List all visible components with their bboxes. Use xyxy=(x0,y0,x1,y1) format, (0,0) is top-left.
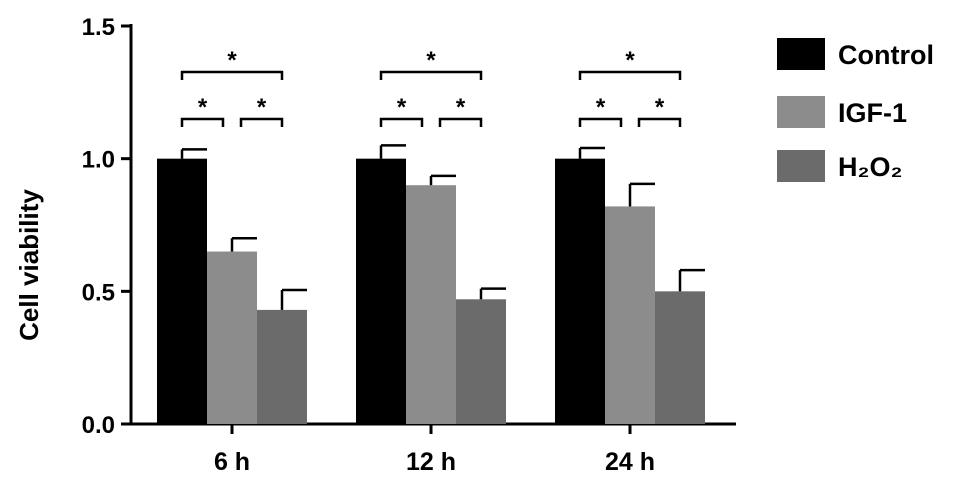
bar xyxy=(157,158,207,424)
significance-star: * xyxy=(397,94,407,121)
bar xyxy=(356,158,406,424)
y-tick-label: 1.0 xyxy=(82,147,115,174)
significance-bracket xyxy=(438,117,483,127)
bar xyxy=(207,251,257,424)
significance-bracket xyxy=(578,70,682,80)
bar xyxy=(605,206,655,424)
legend-swatch xyxy=(777,96,825,128)
significance-star: * xyxy=(257,94,267,121)
legend-label: IGF-1 xyxy=(838,98,907,128)
bar xyxy=(456,299,506,424)
x-axis: 6 h 12 h 24 h xyxy=(131,422,736,476)
significance-bracket xyxy=(180,117,225,127)
significance-star: * xyxy=(655,94,665,121)
significance-brackets: * * * * * * * * * xyxy=(180,47,682,127)
significance-star: * xyxy=(456,94,466,121)
bar xyxy=(555,158,605,424)
significance-bracket xyxy=(180,70,284,80)
x-tick-label: 6 h xyxy=(214,448,250,476)
significance-bracket xyxy=(379,70,483,80)
y-axis-label: Cell viability xyxy=(14,189,44,341)
y-tick-label: 0.0 xyxy=(82,412,115,439)
significance-star: * xyxy=(625,47,635,74)
bars xyxy=(157,144,705,424)
significance-bracket xyxy=(637,117,682,127)
legend-label: Control xyxy=(838,40,934,70)
significance-star: * xyxy=(227,47,237,74)
y-tick-label: 0.5 xyxy=(82,279,115,306)
legend-swatch xyxy=(777,150,825,182)
y-axis: 0.0 0.5 1.0 1.5 Cell viability xyxy=(14,14,133,439)
significance-star: * xyxy=(596,94,606,121)
x-tick-label: 12 h xyxy=(406,448,456,476)
bar xyxy=(257,309,307,424)
bar xyxy=(655,291,705,424)
legend-label: H₂O₂ xyxy=(838,152,903,182)
significance-bracket xyxy=(239,117,284,127)
legend-swatch xyxy=(777,38,825,70)
significance-star: * xyxy=(198,94,208,121)
significance-bracket xyxy=(578,117,623,127)
y-tick-label: 1.5 xyxy=(82,14,115,41)
bar xyxy=(406,185,456,424)
significance-bracket xyxy=(379,117,424,127)
legend: Control IGF-1 H₂O₂ xyxy=(777,38,934,182)
x-tick-label: 24 h xyxy=(605,448,655,476)
significance-star: * xyxy=(426,47,436,74)
